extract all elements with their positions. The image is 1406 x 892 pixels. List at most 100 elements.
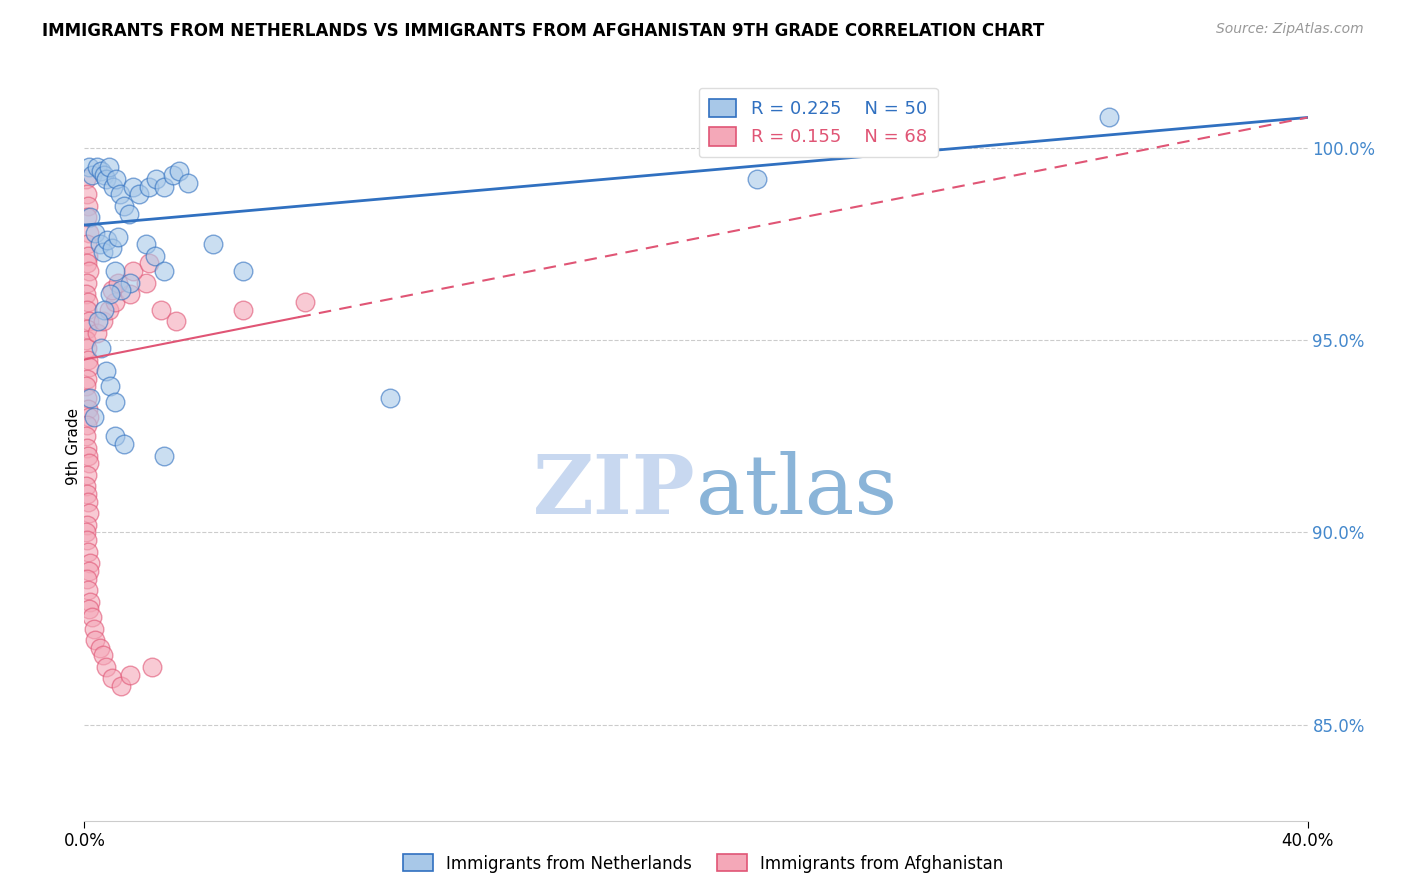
Y-axis label: 9th Grade: 9th Grade <box>66 408 80 484</box>
Point <box>79 391 101 405</box>
Point <box>110 284 132 298</box>
Point <box>77 456 100 470</box>
Point <box>77 199 100 213</box>
Point <box>89 237 111 252</box>
Point <box>145 172 167 186</box>
Point <box>76 517 98 532</box>
Point <box>149 302 172 317</box>
Point <box>76 341 98 355</box>
Point <box>76 187 98 202</box>
Point <box>104 429 127 443</box>
Point <box>103 179 125 194</box>
Point <box>84 633 107 648</box>
Text: IMMIGRANTS FROM NETHERLANDS VS IMMIGRANTS FROM AFGHANISTAN 9TH GRADE CORRELATION: IMMIGRANTS FROM NETHERLANDS VS IMMIGRANT… <box>42 22 1045 40</box>
Point <box>79 556 101 570</box>
Text: atlas: atlas <box>696 451 898 531</box>
Point <box>91 648 114 663</box>
Point <box>101 672 124 686</box>
Point <box>79 211 101 225</box>
Point <box>104 294 127 309</box>
Point <box>77 449 100 463</box>
Point <box>97 161 120 175</box>
Point <box>110 679 132 693</box>
Point <box>143 249 166 263</box>
Point <box>77 360 100 375</box>
Point <box>87 314 110 328</box>
Point <box>80 610 103 624</box>
Point <box>76 391 98 405</box>
Point <box>91 244 114 259</box>
Legend: Immigrants from Netherlands, Immigrants from Afghanistan: Immigrants from Netherlands, Immigrants … <box>396 847 1010 880</box>
Point <box>76 572 98 586</box>
Point <box>153 449 176 463</box>
Point <box>98 379 121 393</box>
Point <box>86 161 108 175</box>
Point <box>96 234 118 248</box>
Point <box>167 164 190 178</box>
Point <box>77 264 100 278</box>
Point <box>75 172 97 186</box>
Point <box>89 640 111 655</box>
Point <box>135 237 157 252</box>
Point <box>75 287 97 301</box>
Point <box>80 168 103 182</box>
Point <box>75 479 97 493</box>
Point <box>112 199 135 213</box>
Point <box>122 264 145 278</box>
Point <box>153 264 176 278</box>
Point <box>76 276 98 290</box>
Point <box>94 364 117 378</box>
Point <box>76 256 98 270</box>
Point <box>105 172 128 186</box>
Point <box>294 294 316 309</box>
Point <box>79 594 101 608</box>
Point <box>120 287 142 301</box>
Point <box>77 314 100 328</box>
Point <box>77 544 100 558</box>
Point <box>128 187 150 202</box>
Point <box>84 226 107 240</box>
Point <box>75 334 97 348</box>
Point <box>97 302 120 317</box>
Point <box>141 660 163 674</box>
Point <box>76 237 98 252</box>
Point <box>93 302 115 317</box>
Point <box>75 525 97 540</box>
Text: ZIP: ZIP <box>533 451 696 531</box>
Point <box>122 179 145 194</box>
Point <box>77 564 100 578</box>
Point <box>76 322 98 336</box>
Point <box>112 437 135 451</box>
Point <box>77 352 100 367</box>
Point <box>138 179 160 194</box>
Point <box>77 494 100 508</box>
Point <box>107 276 129 290</box>
Point <box>108 187 131 202</box>
Point <box>165 314 187 328</box>
Point <box>138 256 160 270</box>
Point <box>94 172 117 186</box>
Point <box>75 429 97 443</box>
Point <box>90 341 112 355</box>
Point <box>77 226 100 240</box>
Point <box>86 326 108 340</box>
Point <box>76 417 98 432</box>
Point <box>135 276 157 290</box>
Point <box>747 172 769 186</box>
Point <box>177 176 200 190</box>
Point <box>107 229 129 244</box>
Point <box>91 314 114 328</box>
Point <box>77 506 100 520</box>
Point <box>118 206 141 220</box>
Point <box>77 161 100 175</box>
Point <box>232 264 254 278</box>
Point <box>77 402 100 417</box>
Point <box>83 622 105 636</box>
Point <box>77 410 100 425</box>
Point <box>76 487 98 501</box>
Point <box>1098 111 1121 125</box>
Point <box>94 660 117 674</box>
Point <box>232 302 254 317</box>
Point <box>101 241 124 255</box>
Point <box>104 264 127 278</box>
